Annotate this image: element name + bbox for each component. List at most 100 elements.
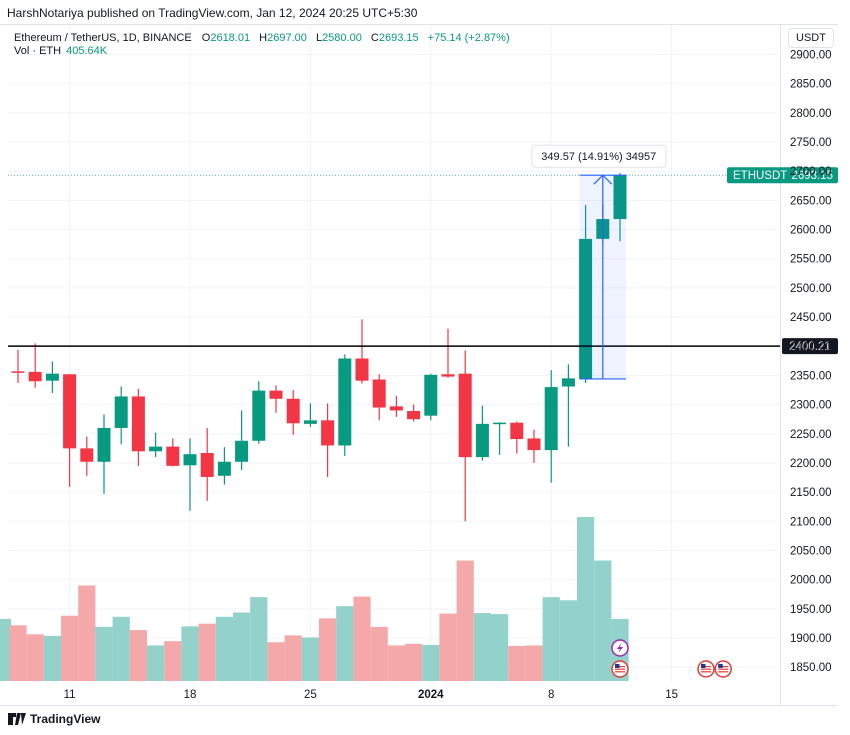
candle-body — [63, 374, 77, 449]
legend-open-value: 2618.01 — [210, 32, 251, 44]
us-flag-icon-stripe — [701, 668, 711, 670]
candle-body — [458, 373, 472, 458]
legend-high-value: 2697.00 — [267, 32, 307, 44]
volume-bar — [233, 612, 251, 681]
us-flag-icon-stripe — [615, 671, 625, 673]
us-flag-icon[interactable] — [714, 660, 732, 678]
us-flag-icon-stripe — [718, 668, 729, 670]
last-price-tag — [727, 167, 838, 184]
volume-bar — [473, 613, 491, 681]
candle-body — [97, 427, 111, 462]
y-tick-label: 2200.00 — [790, 458, 832, 470]
candle-body — [45, 373, 59, 381]
volume-bar — [78, 585, 96, 681]
last-price-symbol: ETHUSDT — [733, 170, 787, 182]
legend-low-label: L — [315, 32, 323, 44]
volume-bar — [95, 626, 113, 681]
candle-body — [183, 454, 197, 466]
candle-body — [493, 422, 507, 425]
level-price-tag — [782, 338, 838, 355]
y-tick-label: 2600.00 — [790, 225, 832, 237]
volume-bar — [577, 517, 595, 681]
tradingview-logo: TradingView — [8, 712, 100, 726]
volume-bar — [0, 618, 11, 681]
candle-body — [613, 175, 627, 220]
volume-bar — [215, 616, 233, 681]
candle-body — [441, 374, 455, 377]
y-tick-label: 2100.00 — [790, 516, 832, 528]
y-tick-label: 2800.00 — [790, 108, 832, 120]
event-icons — [611, 639, 732, 678]
y-tick-label: 2150.00 — [790, 487, 832, 499]
volume-bar — [439, 613, 457, 681]
volume-bar — [198, 623, 216, 681]
chart-frame — [0, 24, 838, 706]
volume-bar — [370, 626, 388, 681]
flash-icon-bolt — [617, 643, 623, 653]
x-tick-label: 8 — [548, 689, 554, 701]
candle-body — [114, 396, 128, 428]
x-tick-label: 15 — [665, 689, 678, 701]
grid-lines — [8, 25, 781, 705]
us-flag-icon-canton — [701, 664, 706, 668]
legend-symbol[interactable]: Ethereum / TetherUS, 1D, BINANCE — [14, 32, 192, 44]
us-flag-icon-stripe — [615, 666, 625, 668]
us-flag-icon-stripe — [718, 671, 729, 673]
volume-bar — [422, 644, 440, 681]
us-flag-icon-stripe — [701, 671, 711, 673]
candle-body — [28, 371, 42, 382]
currency-button[interactable]: USDT — [788, 28, 834, 48]
candle-body — [252, 390, 266, 441]
y-tick-label: 2400.00 — [790, 341, 832, 353]
y-tick-label: 2700.00 — [790, 166, 832, 178]
candle-body — [286, 398, 300, 424]
candle-body — [80, 448, 94, 462]
price-axis: 1850.00 1900.00 1950.00 2000.00 2050.00 2100.… — [790, 50, 832, 675]
ohlc-legend: Ethereum / TetherUS, 1D, BINANCE O2618.0… — [14, 31, 516, 45]
us-flag-icon-canton — [718, 664, 723, 668]
us-flag-icon-stripe — [701, 666, 711, 668]
volume-bar — [542, 597, 560, 681]
volume-bar — [559, 600, 577, 681]
legend-low-value: 2580.00 — [322, 32, 362, 44]
x-tick-label: 2024 — [418, 689, 444, 701]
volume-bar — [129, 630, 147, 681]
us-flag-icon-canton — [615, 664, 620, 668]
flash-icon[interactable] — [611, 639, 629, 657]
volume-bar — [405, 643, 423, 681]
candle-body — [527, 438, 541, 451]
y-tick-label: 2250.00 — [790, 429, 832, 441]
us-flag-icon[interactable] — [697, 660, 715, 678]
y-tick-label: 1900.00 — [790, 633, 832, 645]
overlays: 2400.21 ETHUSDT 2693.15 349.57 (14.91%) 349… — [8, 144, 838, 380]
volume-bar — [456, 560, 474, 681]
volume-bar — [164, 641, 182, 681]
us-flag-icon-stripe — [718, 666, 729, 668]
us-flag-icon[interactable] — [611, 660, 629, 678]
publisher-line: HarshNotariya published on TradingView.c… — [7, 6, 418, 20]
candle-body — [579, 238, 593, 379]
volume-bar — [594, 560, 612, 681]
candle-body — [389, 406, 403, 411]
measure-label-box — [531, 144, 667, 168]
candle-body — [475, 423, 489, 458]
candle-body — [424, 374, 438, 416]
volume-bar — [147, 645, 165, 681]
legend-change: +75.14 (+2.87%) — [427, 32, 510, 44]
candle-body — [131, 396, 145, 452]
volume-bar — [26, 634, 44, 681]
volume-bar — [267, 642, 285, 681]
x-tick-label: 11 — [64, 689, 76, 701]
y-tick-label: 2350.00 — [790, 370, 832, 382]
candle-body — [321, 420, 335, 446]
footer-brand: TradingView — [30, 712, 101, 726]
volume-legend-label[interactable]: Vol · ETH — [14, 45, 62, 57]
candle-body — [217, 461, 231, 476]
y-tick-label: 1850.00 — [790, 662, 832, 674]
candle-body — [510, 422, 524, 440]
candle-body — [11, 371, 25, 373]
legend-close-label: C — [370, 32, 379, 44]
y-tick-label: 2000.00 — [790, 575, 832, 587]
candle-body — [372, 379, 386, 408]
